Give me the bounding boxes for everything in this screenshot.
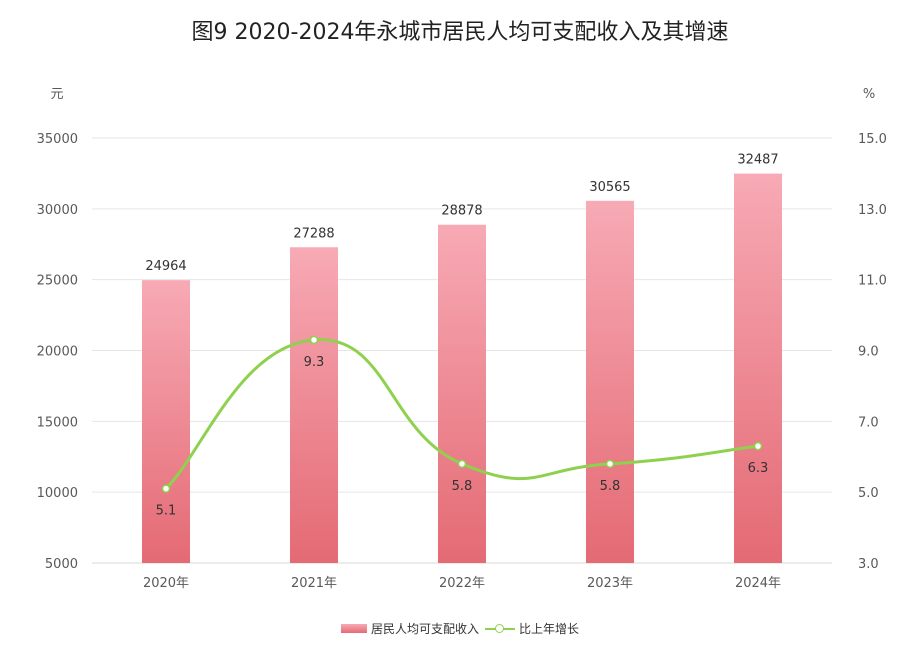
bar — [290, 247, 338, 563]
growth-point — [309, 335, 319, 345]
bar — [142, 280, 190, 563]
line-data-label: 5.1 — [156, 504, 177, 519]
legend-item-income[interactable]: 居民人均可支配收入 — [340, 620, 479, 637]
y-right-tick-label: 3.0 — [858, 557, 879, 572]
legend-line-swatch — [485, 623, 515, 635]
bar-data-label: 32487 — [737, 153, 778, 168]
x-tick-label: 2022年 — [439, 576, 485, 591]
y-right-unit-label: % — [863, 87, 875, 102]
bar-data-label: 27288 — [293, 226, 334, 241]
growth-point — [161, 484, 171, 493]
y-left-tick-label: 25000 — [37, 274, 78, 289]
y-left-tick-label: 30000 — [37, 203, 78, 218]
y-left-tick-label: 20000 — [37, 345, 78, 360]
growth-point — [753, 441, 763, 451]
legend-label-income: 居民人均可支配收入 — [370, 622, 479, 636]
legend-item-growth[interactable]: 比上年增长 — [485, 620, 579, 637]
growth-line — [164, 338, 760, 491]
y-right-tick-label: 9.0 — [858, 345, 879, 360]
growth-point — [605, 459, 615, 469]
line-data-label: 9.3 — [304, 355, 325, 370]
bar-data-label: 30565 — [589, 180, 630, 195]
x-tick-label: 2023年 — [587, 576, 633, 591]
y-right-tick-label: 13.0 — [858, 203, 887, 218]
y-right-tick-label: 15.0 — [858, 132, 887, 147]
line-data-label: 6.3 — [748, 461, 769, 476]
bar — [586, 200, 634, 563]
legend-label-growth: 比上年增长 — [519, 622, 580, 636]
chart-legend: 居民人均可支配收入 比上年增长 — [0, 620, 920, 637]
bar-data-label: 24964 — [145, 259, 186, 274]
legend-bar-swatch — [340, 624, 367, 633]
y-left-tick-label: 10000 — [37, 486, 78, 501]
x-tick-label: 2021年 — [291, 576, 337, 591]
y-right-tick-label: 7.0 — [858, 415, 879, 430]
y-right-tick-label: 5.0 — [858, 486, 879, 501]
y-left-tick-label: 5000 — [45, 557, 78, 572]
x-tick-label: 2020年 — [143, 576, 189, 591]
y-right-tick-label: 11.0 — [858, 274, 887, 289]
x-tick-label: 2024年 — [735, 576, 781, 591]
y-left-tick-label: 35000 — [37, 132, 78, 147]
line-data-label: 5.8 — [452, 479, 473, 494]
bar — [734, 173, 782, 563]
y-left-unit-label: 元 — [50, 87, 63, 102]
y-left-tick-label: 15000 — [37, 415, 78, 430]
chart-title: 图9 2020-2024年永城市居民人均可支配收入及其增速 — [191, 20, 729, 45]
line-data-label: 5.8 — [600, 479, 621, 494]
growth-point — [457, 459, 467, 469]
bar — [438, 224, 486, 563]
bar-data-label: 28878 — [441, 204, 482, 219]
